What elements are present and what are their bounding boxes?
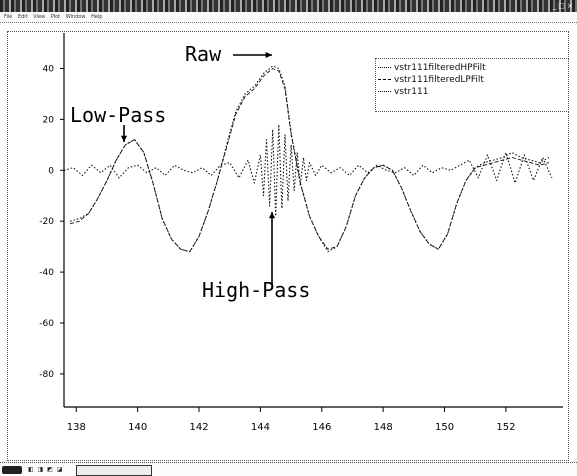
- window-controls[interactable]: _ □ ×: [552, 2, 573, 10]
- legend-entry-raw: vstr111: [378, 86, 428, 98]
- legend-swatch-hp: [378, 67, 391, 68]
- menu-item-view[interactable]: View: [33, 14, 46, 20]
- x-tick-label: 144: [251, 422, 270, 433]
- y-tick-label: -80: [39, 370, 54, 380]
- annotation-high-pass: High-Pass: [202, 278, 311, 302]
- axes: 40 20 0 -20 -40 -60 -80 138 140 142 144 146 148 150 15…: [39, 33, 563, 433]
- start-button[interactable]: [2, 466, 22, 474]
- x-tick-label: 138: [67, 422, 86, 433]
- title-bar[interactable]: _ □ ×: [0, 0, 577, 12]
- taskbar: ◧ ◨ ◩ ◪: [0, 462, 577, 476]
- quick-launch-icons[interactable]: ◧ ◨ ◩ ◪: [28, 466, 64, 473]
- series-group: [63, 65, 553, 253]
- menu-item-plot[interactable]: Plot: [50, 14, 61, 20]
- annotation-arrows: [120, 51, 276, 285]
- menu-item-help[interactable]: Help: [91, 14, 103, 20]
- menu-item-file[interactable]: File: [4, 14, 13, 20]
- menu-bar: File Edit View Plot Window Help: [0, 12, 577, 23]
- series-line-2: [63, 123, 553, 217]
- raw-arrow-head: [265, 51, 272, 59]
- legend-swatch-raw: [378, 91, 391, 92]
- legend-label-raw: vstr111: [394, 87, 429, 97]
- annotation-low-pass: Low-Pass: [70, 103, 167, 127]
- annotation-raw: Raw: [185, 42, 222, 66]
- y-tick-label: -60: [39, 319, 54, 329]
- taskbar-item[interactable]: [76, 465, 152, 476]
- series-line-1: [69, 68, 550, 253]
- legend-swatch-lp: [378, 79, 391, 80]
- y-tick-label: -40: [39, 268, 54, 278]
- y-tick-label: 20: [43, 115, 55, 125]
- menu-item-edit[interactable]: Edit: [17, 14, 28, 20]
- x-tick-label: 148: [374, 422, 393, 433]
- legend-entry-lp: vstr111filteredLPFilt: [378, 74, 484, 86]
- menu-item-window[interactable]: Window: [65, 14, 86, 20]
- x-tick-label: 152: [496, 422, 515, 433]
- x-tick-label: 140: [128, 422, 147, 433]
- legend-label-hp: vstr111filteredHPFilt: [394, 63, 486, 73]
- y-tick-label: 40: [43, 64, 55, 74]
- legend-label-lp: vstr111filteredLPFilt: [394, 75, 484, 85]
- y-tick-label: 0: [48, 166, 54, 176]
- y-tick-label: -20: [39, 217, 54, 227]
- legend-entry-hp: vstr111filteredHPFilt: [378, 62, 486, 74]
- x-tick-label: 146: [312, 422, 331, 433]
- legend[interactable]: vstr111filteredHPFilt vstr111filteredLPF…: [375, 58, 569, 112]
- x-tick-label: 142: [189, 422, 208, 433]
- low-pass-arrow-head: [120, 135, 128, 142]
- x-tick-label: 150: [435, 422, 454, 433]
- high-pass-arrow-head: [268, 212, 276, 219]
